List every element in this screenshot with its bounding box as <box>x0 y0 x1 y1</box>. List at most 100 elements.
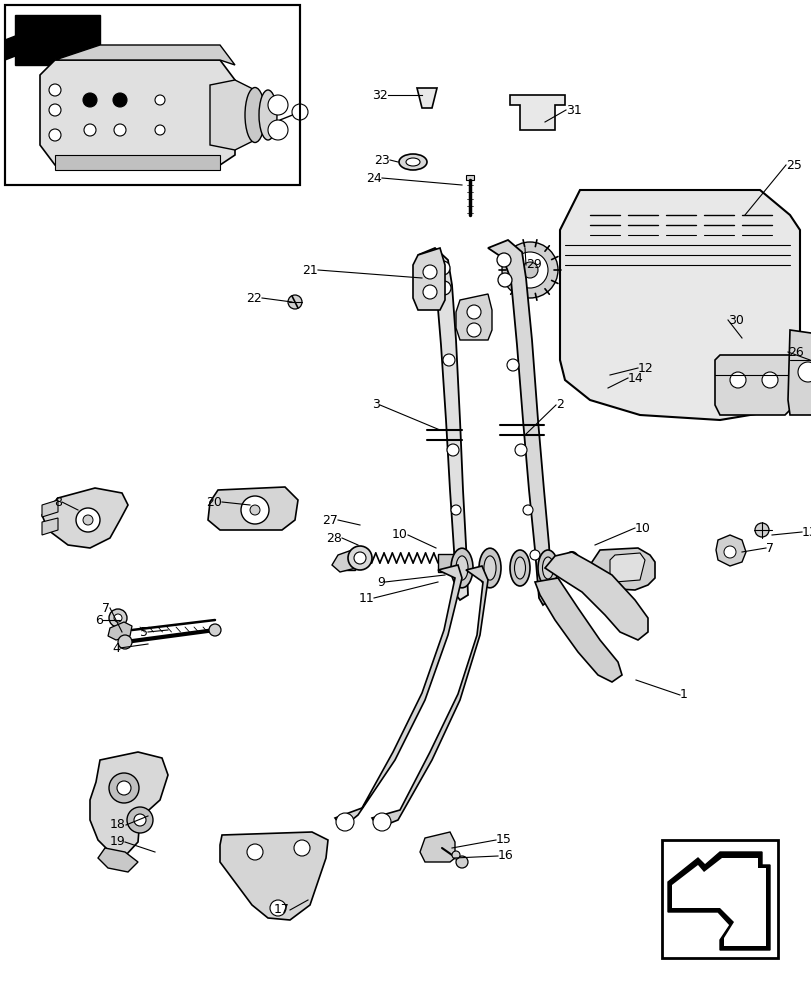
Circle shape <box>270 900 285 916</box>
Polygon shape <box>787 330 811 415</box>
Text: 8: 8 <box>54 495 62 508</box>
Text: 5: 5 <box>139 626 148 638</box>
Ellipse shape <box>406 158 419 166</box>
Circle shape <box>268 95 288 115</box>
Circle shape <box>114 124 126 136</box>
Circle shape <box>114 614 122 622</box>
Circle shape <box>522 505 532 515</box>
Polygon shape <box>42 500 58 517</box>
Text: 28: 28 <box>326 532 341 544</box>
Ellipse shape <box>542 557 553 579</box>
Circle shape <box>436 261 449 275</box>
Text: 30: 30 <box>727 314 743 326</box>
Circle shape <box>348 546 371 570</box>
Polygon shape <box>544 552 647 640</box>
Circle shape <box>443 354 454 366</box>
Circle shape <box>496 253 510 267</box>
Ellipse shape <box>398 154 427 170</box>
Circle shape <box>155 95 165 105</box>
Circle shape <box>423 285 436 299</box>
Polygon shape <box>98 848 138 872</box>
Polygon shape <box>437 554 460 572</box>
Circle shape <box>456 856 467 868</box>
Polygon shape <box>335 565 461 828</box>
Circle shape <box>288 295 302 309</box>
Circle shape <box>530 550 539 560</box>
Polygon shape <box>417 88 436 108</box>
Circle shape <box>423 265 436 279</box>
Polygon shape <box>715 535 745 566</box>
Text: 26: 26 <box>787 346 803 359</box>
Polygon shape <box>5 5 299 185</box>
Polygon shape <box>487 240 551 605</box>
Circle shape <box>49 129 61 141</box>
Polygon shape <box>108 622 132 640</box>
Circle shape <box>109 609 127 627</box>
Circle shape <box>134 814 146 826</box>
Circle shape <box>521 262 538 278</box>
Text: 31: 31 <box>565 104 581 117</box>
Text: 6: 6 <box>95 613 103 626</box>
Polygon shape <box>90 752 168 855</box>
Ellipse shape <box>456 556 467 580</box>
Polygon shape <box>456 294 491 340</box>
Polygon shape <box>55 155 220 170</box>
Text: 29: 29 <box>526 258 541 271</box>
Polygon shape <box>340 556 354 570</box>
Text: 12: 12 <box>637 361 653 374</box>
Circle shape <box>241 496 268 524</box>
Ellipse shape <box>509 550 530 586</box>
Text: 2: 2 <box>556 398 563 412</box>
Circle shape <box>49 84 61 96</box>
Circle shape <box>294 840 310 856</box>
Text: 17: 17 <box>274 903 290 916</box>
Polygon shape <box>609 553 644 582</box>
Polygon shape <box>15 15 100 65</box>
Ellipse shape <box>450 548 473 588</box>
Circle shape <box>117 781 131 795</box>
Polygon shape <box>55 45 234 65</box>
Circle shape <box>336 813 354 831</box>
Polygon shape <box>672 858 765 946</box>
Circle shape <box>372 813 391 831</box>
Text: 13: 13 <box>801 526 811 538</box>
Polygon shape <box>220 832 328 920</box>
Circle shape <box>83 515 93 525</box>
Text: 10: 10 <box>634 522 650 534</box>
Polygon shape <box>560 190 799 420</box>
Circle shape <box>453 553 463 563</box>
Polygon shape <box>714 355 794 415</box>
Circle shape <box>109 773 139 803</box>
Text: 20: 20 <box>206 495 221 508</box>
Circle shape <box>797 362 811 382</box>
Ellipse shape <box>566 558 577 578</box>
Circle shape <box>512 252 547 288</box>
Text: 18: 18 <box>110 818 126 831</box>
Circle shape <box>514 444 526 456</box>
Circle shape <box>723 546 735 558</box>
Circle shape <box>450 505 461 515</box>
Polygon shape <box>466 175 474 180</box>
Text: 22: 22 <box>246 292 262 304</box>
Ellipse shape <box>259 90 277 140</box>
Circle shape <box>155 125 165 135</box>
Polygon shape <box>418 248 467 600</box>
Text: 14: 14 <box>627 371 643 384</box>
Text: 11: 11 <box>358 591 374 604</box>
Text: 7: 7 <box>765 542 773 554</box>
Polygon shape <box>210 80 255 150</box>
Text: 9: 9 <box>376 576 384 588</box>
Circle shape <box>446 444 458 456</box>
Circle shape <box>113 93 127 107</box>
Text: 15: 15 <box>496 833 511 846</box>
Circle shape <box>118 635 132 649</box>
Text: 1: 1 <box>679 688 687 702</box>
Text: 24: 24 <box>366 172 381 185</box>
Ellipse shape <box>483 556 496 580</box>
Text: 3: 3 <box>371 398 380 412</box>
Circle shape <box>49 104 61 116</box>
Polygon shape <box>371 566 487 828</box>
Circle shape <box>292 104 307 120</box>
Circle shape <box>354 552 366 564</box>
Ellipse shape <box>245 88 264 143</box>
